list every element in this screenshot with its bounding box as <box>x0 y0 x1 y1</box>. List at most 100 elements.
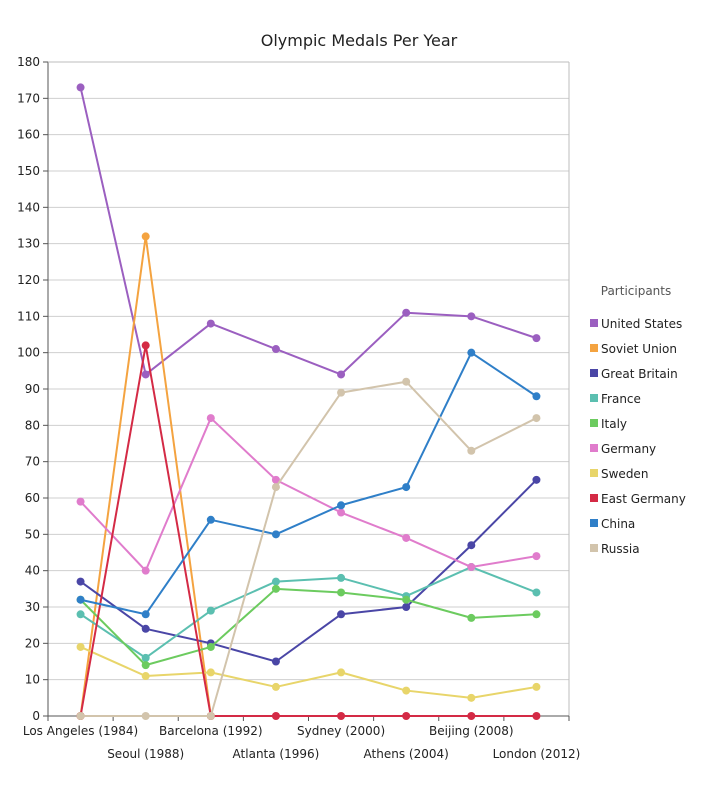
data-point <box>76 610 85 619</box>
legend-label: Italy <box>601 417 627 431</box>
grid <box>48 61 569 681</box>
series-line <box>79 235 212 717</box>
series-great-britain <box>76 475 541 666</box>
data-point <box>402 595 411 604</box>
x-tick-label: Beijing (2008) <box>429 724 514 738</box>
data-point <box>141 653 150 662</box>
legend-item: France <box>590 392 641 406</box>
legend-item: Russia <box>590 542 640 556</box>
series-line <box>79 87 537 376</box>
data-point <box>467 348 476 357</box>
data-point <box>271 712 280 720</box>
data-point <box>467 563 476 572</box>
data-point <box>271 584 280 593</box>
x-tick-label: Athens (2004) <box>364 747 449 761</box>
legend-title: Participants <box>601 284 672 298</box>
data-point <box>206 319 215 328</box>
data-point <box>532 475 541 484</box>
legend-swatch <box>590 494 598 502</box>
legend-label: France <box>601 392 641 406</box>
data-point <box>76 577 85 586</box>
series-united-states <box>76 83 541 379</box>
series-china <box>76 348 541 619</box>
data-point <box>532 610 541 619</box>
series-line <box>80 380 537 717</box>
y-tick-label: 160 <box>17 128 40 142</box>
data-point <box>206 606 215 615</box>
data-point <box>467 712 476 720</box>
x-tick-label: London (2012) <box>493 747 581 761</box>
data-point <box>271 475 280 484</box>
legend-label: East Germany <box>601 492 686 506</box>
data-point <box>206 668 215 677</box>
data-point <box>206 712 215 720</box>
data-point <box>532 712 541 720</box>
y-tick-label: 90 <box>25 382 40 396</box>
legend-item: United States <box>590 317 682 331</box>
series-line <box>79 479 538 663</box>
data-point <box>76 83 85 92</box>
y-tick-label: 80 <box>25 418 40 432</box>
data-point <box>76 497 85 506</box>
y-tick-label: 0 <box>32 709 40 723</box>
y-tick-label: 120 <box>17 273 40 287</box>
data-point <box>532 588 541 597</box>
series-line <box>79 417 537 572</box>
legend-item: Germany <box>590 442 656 456</box>
data-point <box>532 682 541 691</box>
legend-swatch <box>590 369 598 377</box>
data-point <box>337 388 346 397</box>
series-line <box>79 587 537 667</box>
legend-item: East Germany <box>590 492 686 506</box>
data-point <box>141 341 150 350</box>
data-point <box>76 595 85 604</box>
data-point <box>271 483 280 492</box>
legend: Participants United States Soviet Union Gr… <box>590 284 686 556</box>
legend-swatch <box>590 444 598 452</box>
data-point <box>271 530 280 539</box>
legend-item: Soviet Union <box>590 342 677 356</box>
series-east-germany <box>76 341 541 720</box>
x-tick-label: Atlanta (1996) <box>233 747 320 761</box>
y-tick-label: 180 <box>17 55 40 69</box>
y-tick-label: 20 <box>25 636 40 650</box>
legend-label: United States <box>601 317 682 331</box>
data-point <box>206 642 215 651</box>
data-point <box>206 414 215 423</box>
x-tick-label: Barcelona (1992) <box>159 724 263 738</box>
data-point <box>141 672 150 681</box>
data-point <box>402 377 411 386</box>
legend-label: Great Britain <box>601 367 678 381</box>
legend-label: Sweden <box>601 467 648 481</box>
data-point <box>141 566 150 575</box>
data-point <box>532 552 541 561</box>
data-point <box>206 515 215 524</box>
data-point <box>76 712 85 720</box>
data-point <box>467 541 476 550</box>
chart-title: Olympic Medals Per Year <box>261 31 458 50</box>
y-tick-label: 10 <box>25 673 40 687</box>
data-point <box>141 661 150 670</box>
series-line <box>80 566 537 659</box>
y-tick-label: 110 <box>17 309 40 323</box>
legend-item: Italy <box>590 417 627 431</box>
legend-swatch <box>590 519 598 527</box>
legend-swatch <box>590 344 598 352</box>
data-point <box>76 642 85 651</box>
series-soviet-union <box>76 232 215 720</box>
series-line <box>79 344 537 717</box>
legend-item: China <box>590 517 635 531</box>
data-point <box>532 414 541 423</box>
data-point <box>467 446 476 455</box>
data-point <box>271 577 280 586</box>
x-tick-label: Seoul (1988) <box>107 747 184 761</box>
legend-swatch <box>590 419 598 427</box>
data-point <box>141 712 150 720</box>
y-tick-label: 130 <box>17 237 40 251</box>
y-tick-label: 50 <box>25 527 40 541</box>
data-point <box>467 613 476 622</box>
series-sweden <box>76 642 541 702</box>
data-point <box>141 370 150 379</box>
